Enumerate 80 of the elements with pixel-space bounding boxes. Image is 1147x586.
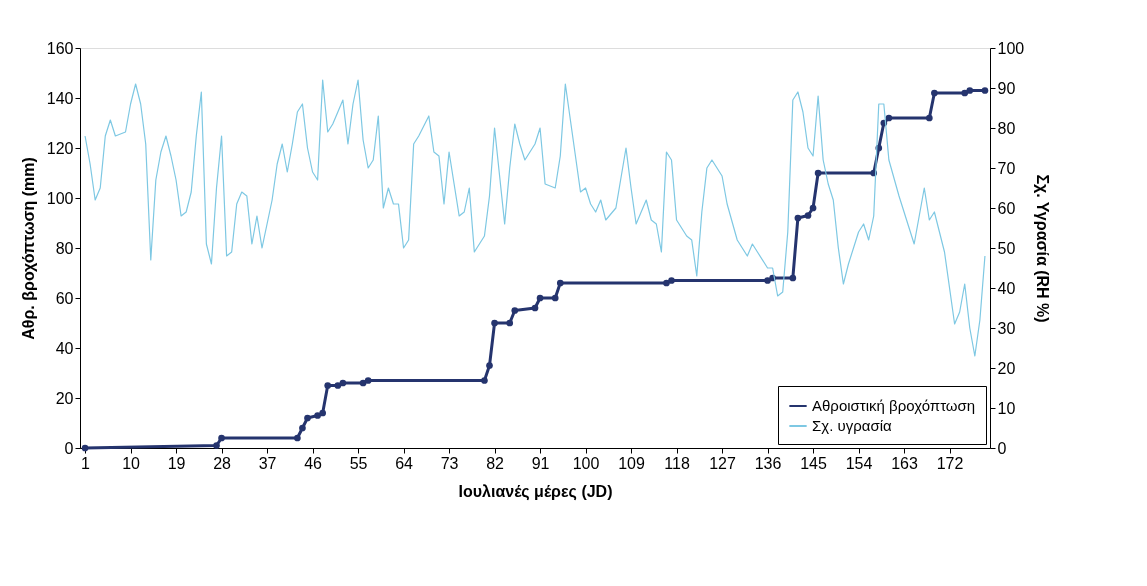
y2-tick-label: 70 xyxy=(997,159,1016,177)
point xyxy=(925,114,933,122)
point xyxy=(294,434,301,442)
point xyxy=(314,412,321,419)
point xyxy=(213,442,220,449)
point xyxy=(789,274,797,282)
x-tick-label: 154 xyxy=(845,454,873,472)
point xyxy=(339,379,347,387)
x-tick-label: 118 xyxy=(664,454,690,472)
x-tick-label: 145 xyxy=(800,454,827,472)
x-tick-label: 82 xyxy=(486,454,505,472)
x-tick-label: 19 xyxy=(167,454,186,472)
y-tick-label: 20 xyxy=(55,389,74,407)
x-tick-label: 127 xyxy=(709,454,736,472)
point xyxy=(299,424,306,432)
point xyxy=(218,434,225,442)
y-tick-label: 40 xyxy=(55,339,74,357)
point xyxy=(81,444,89,452)
point xyxy=(334,382,342,389)
point xyxy=(551,294,559,302)
point xyxy=(804,212,812,219)
y2-tick-label: 80 xyxy=(997,119,1016,137)
y2-tick-label: 60 xyxy=(997,199,1016,217)
y2-axis-title: Σχ. Υγρασία (RH %) xyxy=(1034,174,1052,323)
point xyxy=(364,377,372,384)
x-tick-label: 55 xyxy=(349,454,368,472)
y-axis-title: Αθρ. βροχόπτωση (mm) xyxy=(19,157,37,340)
y-tick-label: 80 xyxy=(55,239,74,257)
x-tick-label: 37 xyxy=(258,454,277,472)
y-tick-label: 100 xyxy=(46,189,74,207)
x-tick-label: 46 xyxy=(304,454,323,472)
x-tick-label: 172 xyxy=(936,454,964,472)
legend-label: Σχ. υγρασία xyxy=(812,417,892,434)
y2-tick-label: 40 xyxy=(997,279,1016,297)
point xyxy=(506,319,514,327)
point xyxy=(531,304,539,312)
y2-tick-label: 90 xyxy=(997,79,1016,97)
x-axis-title: Ιουλιανές μέρες (JD) xyxy=(458,482,613,501)
y-tick-label: 0 xyxy=(64,439,74,457)
y-tick-label: 120 xyxy=(46,139,74,157)
point xyxy=(885,114,893,122)
y2-tick-label: 100 xyxy=(997,39,1025,57)
x-tick-label: 100 xyxy=(572,454,600,472)
point xyxy=(794,214,802,222)
x-tick-label: 91 xyxy=(531,454,550,472)
y-tick-label: 160 xyxy=(46,39,74,57)
point xyxy=(324,382,332,389)
point xyxy=(966,87,974,94)
x-tick-label: 109 xyxy=(618,454,645,472)
point xyxy=(981,87,989,94)
point xyxy=(536,294,544,302)
y2-tick-label: 50 xyxy=(997,239,1016,257)
point xyxy=(491,319,498,327)
point xyxy=(961,89,969,97)
x-tick-label: 10 xyxy=(122,454,141,472)
y2-tick-label: 20 xyxy=(997,359,1016,377)
point xyxy=(663,279,670,287)
y-tick-label: 60 xyxy=(55,289,74,307)
point xyxy=(809,204,817,212)
point xyxy=(556,279,564,287)
point xyxy=(931,89,938,97)
x-tick-label: 28 xyxy=(213,454,232,472)
y2-tick-label: 30 xyxy=(997,319,1016,337)
x-tick-label: 73 xyxy=(440,454,459,472)
x-tick-label: 1 xyxy=(81,454,91,472)
point xyxy=(319,409,327,417)
point xyxy=(668,277,675,284)
point xyxy=(511,307,519,314)
y-tick-label: 140 xyxy=(46,89,74,107)
point xyxy=(304,414,311,422)
y2-tick-label: 10 xyxy=(997,399,1016,417)
legend-label: Αθροιστική βροχόπτωση xyxy=(812,397,976,414)
x-tick-label: 64 xyxy=(395,454,414,472)
x-tick-label: 136 xyxy=(754,454,782,472)
line-series xyxy=(84,79,986,357)
point xyxy=(481,377,488,384)
point xyxy=(814,169,822,177)
y2-tick-label: 0 xyxy=(997,439,1007,457)
x-tick-label: 163 xyxy=(891,454,918,472)
point xyxy=(486,362,493,369)
